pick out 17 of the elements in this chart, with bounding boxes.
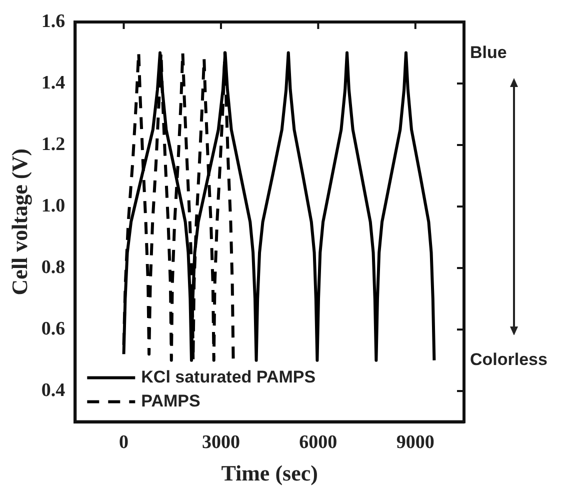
legend-label: PAMPS: [141, 391, 200, 410]
y-axis-title: Cell voltage (V): [6, 148, 32, 296]
y-tick-label: 0.4: [41, 380, 66, 401]
y-tick-label: 0.6: [41, 318, 66, 340]
y-tick-label: 1.0: [41, 195, 66, 216]
y-tick-label: 1.6: [41, 10, 66, 32]
y-tick-label: 1.2: [41, 134, 66, 155]
x-axis-title: Time (sec): [221, 460, 318, 486]
text: Colorless: [470, 350, 548, 370]
x-tick-label: 0: [119, 432, 129, 454]
x-tick-label: 9000: [396, 432, 434, 454]
x-tick-label: 3000: [202, 432, 240, 454]
text: Blue: [470, 42, 507, 63]
y-tick-label: 0.8: [41, 256, 66, 278]
legend-label: KCl saturated PAMPS: [141, 367, 316, 386]
y-tick-label: 1.4: [41, 72, 66, 94]
x-tick-label: 6000: [299, 432, 338, 454]
